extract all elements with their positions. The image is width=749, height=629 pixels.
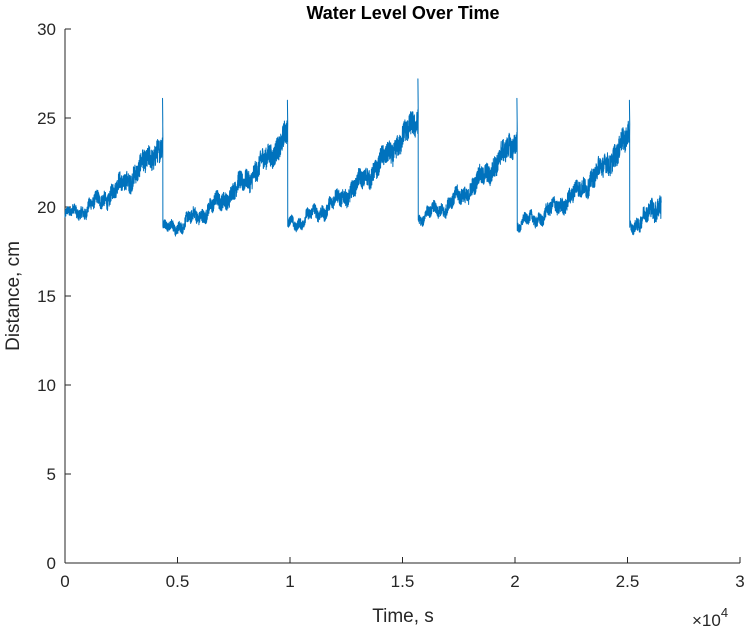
y-tick-label: 0	[47, 554, 56, 573]
y-tick-label: 10	[37, 376, 56, 395]
x-tick-label: 1.5	[391, 572, 415, 591]
y-axis-label: Distance, cm	[3, 241, 24, 351]
y-axis-ticks: 0 5 10 15 20 25 30	[37, 20, 71, 573]
x-axis-exponent-power: 4	[721, 605, 728, 620]
y-tick-label: 30	[37, 20, 56, 39]
x-axis-exponent: ×104	[692, 605, 728, 629]
y-tick-label: 5	[47, 465, 56, 484]
x-tick-label: 3	[735, 572, 744, 591]
x-tick-label: 2.5	[616, 572, 640, 591]
y-tick-label: 20	[37, 198, 56, 217]
x-axis-ticks: 0 0.5 1 1.5 2 2.5 3	[60, 557, 745, 591]
y-tick-label: 25	[37, 109, 56, 128]
x-axis-label: Time, s	[372, 606, 434, 627]
x-tick-label: 0	[60, 572, 69, 591]
series-line-water-level	[64, 78, 662, 237]
x-axis-exponent-base: ×10	[692, 611, 721, 629]
x-tick-label: 0.5	[166, 572, 190, 591]
y-tick-label: 15	[37, 287, 56, 306]
x-tick-label: 2	[510, 572, 519, 591]
chart-title: Water Level Over Time	[306, 3, 499, 23]
x-tick-label: 1	[285, 572, 294, 591]
